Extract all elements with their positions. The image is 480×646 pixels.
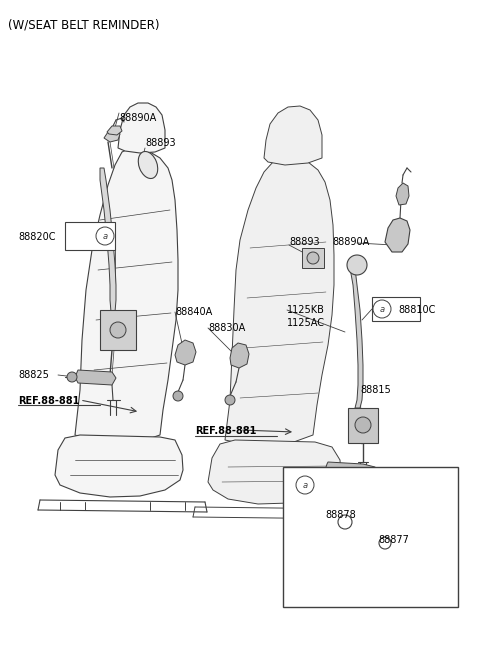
Text: a: a — [102, 231, 108, 240]
Polygon shape — [396, 183, 409, 205]
Text: 88890A: 88890A — [119, 113, 156, 123]
Circle shape — [338, 515, 352, 529]
Ellipse shape — [138, 152, 158, 178]
Circle shape — [225, 395, 235, 405]
Text: 88878: 88878 — [325, 510, 356, 520]
Text: 88893: 88893 — [289, 237, 320, 247]
Text: REF.88-881: REF.88-881 — [195, 426, 256, 436]
Text: 1125KB: 1125KB — [287, 305, 325, 315]
Text: 88890A: 88890A — [332, 237, 369, 247]
Polygon shape — [75, 148, 178, 445]
Polygon shape — [325, 462, 378, 478]
Text: 1125AC: 1125AC — [287, 318, 325, 328]
Text: 88825: 88825 — [18, 370, 49, 380]
Text: (W/SEAT BELT REMINDER): (W/SEAT BELT REMINDER) — [8, 18, 159, 31]
Polygon shape — [118, 103, 165, 153]
Circle shape — [67, 372, 77, 382]
Polygon shape — [225, 158, 334, 447]
Text: 88877: 88877 — [378, 535, 409, 545]
Bar — [100, 310, 136, 350]
Polygon shape — [230, 343, 249, 368]
Circle shape — [379, 537, 391, 549]
Text: a: a — [302, 481, 308, 490]
Polygon shape — [75, 370, 116, 385]
Bar — [372, 297, 420, 321]
Bar — [348, 408, 378, 443]
Text: REF.88-881: REF.88-881 — [18, 396, 79, 406]
Polygon shape — [264, 106, 322, 165]
Text: 88810C: 88810C — [398, 305, 435, 315]
Polygon shape — [104, 130, 120, 142]
Circle shape — [307, 252, 319, 264]
Circle shape — [355, 417, 371, 433]
Polygon shape — [350, 268, 363, 408]
Circle shape — [96, 227, 114, 245]
Circle shape — [296, 476, 314, 494]
Bar — [302, 248, 324, 268]
Polygon shape — [55, 435, 183, 497]
Text: 88830A: 88830A — [208, 323, 245, 333]
Bar — [65, 222, 115, 250]
Circle shape — [110, 322, 126, 338]
Circle shape — [173, 391, 183, 401]
Text: a: a — [379, 304, 384, 313]
Polygon shape — [175, 340, 196, 365]
Polygon shape — [100, 168, 116, 312]
Bar — [283, 467, 458, 607]
Circle shape — [373, 300, 391, 318]
Circle shape — [347, 255, 367, 275]
Polygon shape — [107, 126, 122, 135]
Text: 88815: 88815 — [360, 385, 391, 395]
Text: 88840A: 88840A — [175, 307, 212, 317]
Text: 88893: 88893 — [145, 138, 176, 148]
Polygon shape — [208, 440, 341, 504]
Polygon shape — [385, 218, 410, 252]
Text: 88820C: 88820C — [18, 232, 56, 242]
